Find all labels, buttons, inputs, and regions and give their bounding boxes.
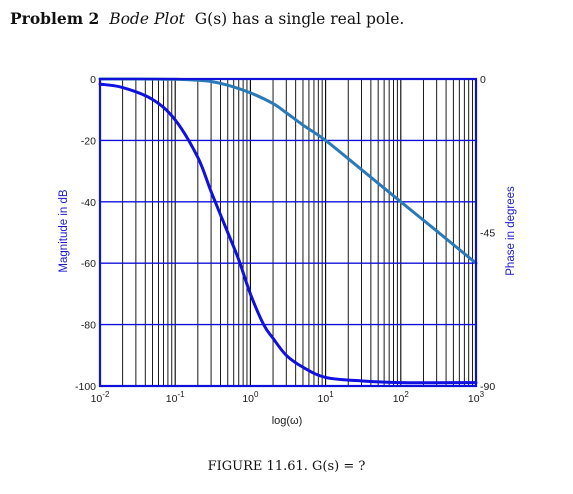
figure-caption: FIGURE 11.61. G(s) = ? bbox=[207, 459, 366, 474]
problem-label: Problem 2 bbox=[10, 9, 100, 28]
x-tick-label: 102 bbox=[393, 390, 410, 405]
problem-subject: Bode Plot bbox=[109, 10, 185, 28]
y-axis-label-left: Magnitude in dB bbox=[58, 189, 70, 272]
magnitude-curve bbox=[98, 77, 478, 265]
y-tick-label-left: -100 bbox=[75, 381, 96, 393]
bode-plot: 0 -20 -40 -60 -80 -100 0 -45 -90 10-2 10-1 100 101 10… bbox=[58, 74, 517, 427]
y-tick-label-left: 0 bbox=[90, 74, 96, 86]
tick-labels: 0 -20 -40 -60 -80 -100 0 -45 -90 10-2 10-1 100 101 10… bbox=[75, 74, 495, 405]
y-tick-label-right: 0 bbox=[480, 74, 486, 86]
grid bbox=[100, 79, 476, 386]
phase-curve bbox=[98, 82, 478, 385]
y-tick-label-left: -60 bbox=[81, 258, 96, 270]
plot-frame bbox=[98, 77, 478, 388]
x-tick-label: 10-2 bbox=[91, 390, 110, 405]
y-tick-label-right: -90 bbox=[480, 381, 495, 393]
x-tick-label: 101 bbox=[318, 390, 335, 405]
x-tick-label: 100 bbox=[242, 390, 259, 405]
x-tick-label: 10-1 bbox=[166, 390, 185, 405]
y-axis-label-right: Phase in degrees bbox=[505, 186, 517, 276]
plot-border bbox=[98, 77, 478, 388]
y-tick-label-left: -20 bbox=[81, 135, 96, 147]
problem-statement: Problem 2 Bode Plot G(s) has a single re… bbox=[10, 9, 404, 28]
y-tick-label-left: -40 bbox=[81, 197, 96, 209]
x-axis-label: log(ω) bbox=[272, 415, 303, 427]
y-tick-label-left: -80 bbox=[81, 320, 96, 332]
y-tick-label-right: -45 bbox=[480, 228, 495, 240]
x-tick-label: 103 bbox=[468, 390, 485, 405]
problem-text: G(s) has a single real pole. bbox=[194, 10, 405, 28]
series-lines bbox=[98, 77, 478, 385]
